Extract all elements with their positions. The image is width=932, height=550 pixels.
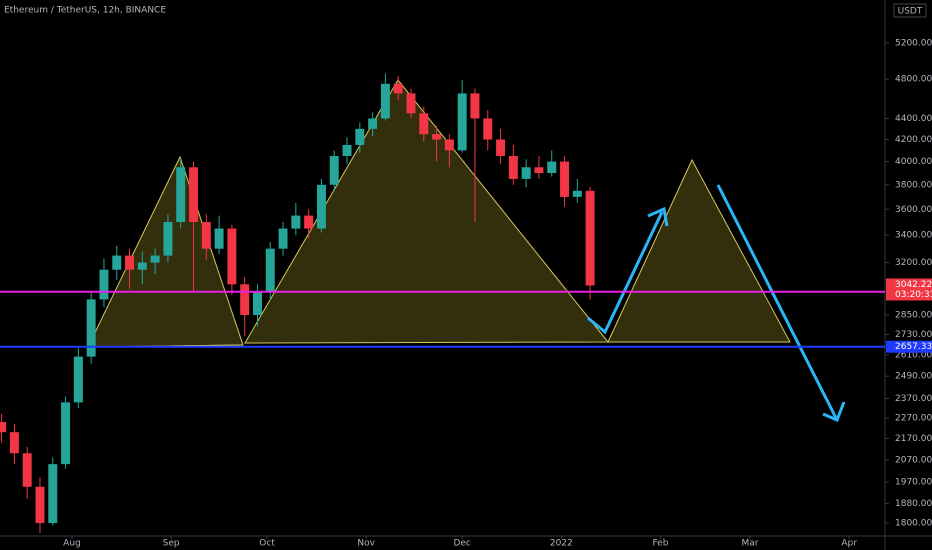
y-tick-label: 1970.00 xyxy=(895,478,932,488)
candle-body xyxy=(406,93,416,114)
y-tick-label: 4000.00 xyxy=(895,157,932,167)
candle-body xyxy=(304,215,314,229)
y-tick-label: 2070.00 xyxy=(895,455,932,465)
y-tick-label: 3400.00 xyxy=(895,231,932,241)
x-tick-label: Nov xyxy=(357,539,375,549)
candle-body xyxy=(252,291,262,316)
arrow-head xyxy=(822,401,846,422)
candle-body xyxy=(496,139,506,156)
x-tick-label: Apr xyxy=(841,539,857,549)
y-tick-label: 3800.00 xyxy=(895,180,932,190)
candle-body xyxy=(73,356,83,403)
y-tick-label: 5200.00 xyxy=(895,38,932,48)
price-tag-label: 2657.33 xyxy=(895,342,932,352)
currency: USDT xyxy=(898,7,923,17)
candle-body xyxy=(240,284,250,316)
candle-body xyxy=(419,113,429,135)
candle-body xyxy=(99,269,109,300)
candle-body xyxy=(150,255,160,263)
y-tick-label: 2610.00 xyxy=(895,350,932,360)
candle-body xyxy=(393,83,403,94)
currency-box xyxy=(893,3,927,18)
candle-body xyxy=(125,255,135,270)
candle-body xyxy=(112,255,122,270)
candle-body xyxy=(61,402,71,465)
candle-body xyxy=(201,222,211,249)
y-tick-label: 2270.00 xyxy=(895,414,932,424)
y-tick-label: 2730.00 xyxy=(895,330,932,340)
candle-body xyxy=(176,167,186,223)
candle-body xyxy=(329,155,339,185)
candle-body xyxy=(521,167,531,179)
candle-body xyxy=(534,167,544,174)
arrow-down xyxy=(716,184,838,419)
y-tick-label: 3200.00 xyxy=(895,258,932,268)
chart-title: Ethereum / TetherUS, 12h, BINANCE xyxy=(4,6,166,16)
candle-body xyxy=(163,222,173,256)
candle-body xyxy=(265,248,275,292)
y-tick-label: 3600.00 xyxy=(895,205,932,215)
candle-body xyxy=(585,190,595,286)
y-tick-label: 2850.00 xyxy=(895,311,932,321)
candle-body xyxy=(444,139,454,151)
candle-body xyxy=(291,215,301,229)
candle-body xyxy=(572,190,582,197)
y-tick-label: 1800.00 xyxy=(895,519,932,529)
candle-body xyxy=(457,93,467,151)
candle-body xyxy=(214,228,224,249)
x-tick-label: Mar xyxy=(742,539,759,549)
candle-body xyxy=(508,155,518,179)
candle-body xyxy=(86,299,96,357)
candle-body xyxy=(35,486,45,524)
x-tick-label: Sep xyxy=(163,539,180,549)
y-tick-label: 2370.00 xyxy=(895,394,932,404)
candle-body xyxy=(483,118,493,140)
y-tick-label: 4800.00 xyxy=(895,75,932,85)
x-tick-label: Aug xyxy=(63,539,81,549)
x-tick-label: 2022 xyxy=(550,539,573,549)
price-tag xyxy=(886,340,932,353)
candle-body xyxy=(355,128,365,145)
candle-body xyxy=(316,184,326,229)
candle-body xyxy=(48,464,58,524)
arrow-head xyxy=(647,206,669,227)
candle-body xyxy=(368,118,378,129)
candle-body xyxy=(432,134,442,140)
y-tick-label: 1880.00 xyxy=(895,499,932,509)
candle-body xyxy=(560,161,569,197)
candle-body xyxy=(0,422,7,433)
countdown-label: 03:20:31 xyxy=(895,290,932,300)
last-price-tag xyxy=(886,278,932,301)
candle-body xyxy=(137,262,147,270)
arrow-up xyxy=(587,211,664,335)
y-tick-label: 2490.00 xyxy=(895,372,932,382)
candle-body xyxy=(22,453,32,487)
x-tick-label: Oct xyxy=(259,539,275,549)
candle-body xyxy=(342,144,352,156)
y-tick-label: 4400.00 xyxy=(895,114,932,124)
x-tick-label: Feb xyxy=(653,539,669,549)
y-tick-label: 2170.00 xyxy=(895,434,932,444)
triangle-right xyxy=(607,158,791,343)
y-tick-label: 4200.00 xyxy=(895,135,932,145)
candle-body xyxy=(278,228,288,249)
candle-body xyxy=(9,432,19,454)
candle-body xyxy=(189,167,198,223)
candle-body xyxy=(547,161,557,174)
last-price-label: 3042.22 xyxy=(895,280,932,290)
candle-body xyxy=(227,228,237,285)
x-tick-label: Dec xyxy=(453,539,470,549)
candle-body xyxy=(380,83,390,119)
candle-body xyxy=(470,93,480,119)
